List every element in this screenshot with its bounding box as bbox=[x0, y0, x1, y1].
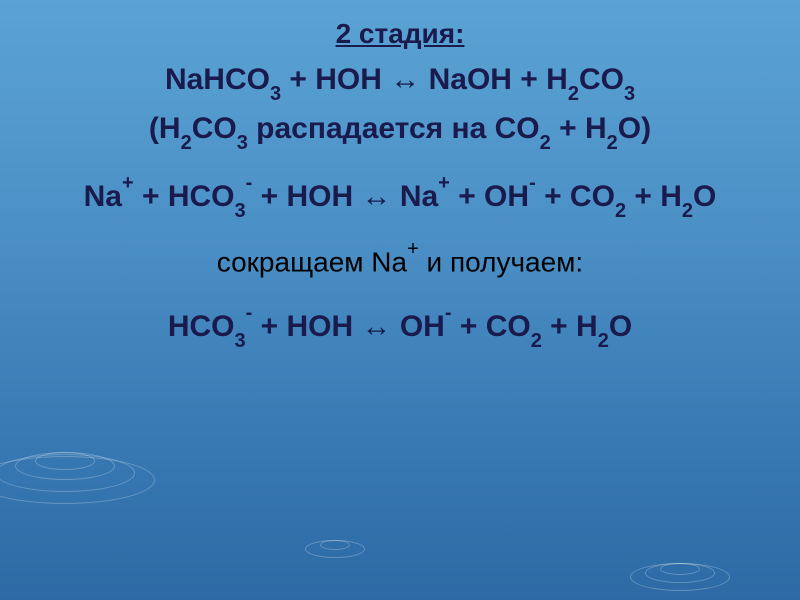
eq1b-sub3: 2 bbox=[540, 132, 551, 154]
eq1-sub1: 3 bbox=[270, 83, 281, 105]
eq3-text1: HCO bbox=[168, 310, 235, 343]
equation-3: HCO3- + HOH ↔ OH- + CO2 + H2O bbox=[30, 306, 770, 350]
eq2-sup3: + bbox=[438, 172, 450, 194]
eq3-sub1: 3 bbox=[235, 330, 246, 352]
eq2-sub2: 2 bbox=[615, 200, 626, 222]
eq2-text1: Na bbox=[84, 180, 122, 213]
eq1b-sub4: 2 bbox=[607, 132, 618, 154]
eq2-text5: + CO bbox=[536, 180, 615, 213]
eq3-sup2: - bbox=[445, 302, 452, 324]
eq1b-text5: O) bbox=[618, 112, 651, 145]
eq2-sup2: - bbox=[246, 172, 253, 194]
comment-text1: сокращаем Na bbox=[217, 246, 407, 277]
water-ripple-icon bbox=[630, 563, 730, 591]
eq2-sup1: + bbox=[122, 172, 134, 194]
eq3-text4: + H bbox=[542, 310, 598, 343]
eq1-text2: + HOH ↔ NaOH + H bbox=[281, 63, 568, 96]
eq1-sub2: 2 bbox=[568, 83, 579, 105]
comment-line: сокращаем Na+ и получаем: bbox=[30, 244, 770, 278]
eq2-text6: + H bbox=[626, 180, 682, 213]
eq2-sub1: 3 bbox=[235, 200, 246, 222]
water-ripple-icon bbox=[0, 456, 155, 504]
eq3-text2: + HOH ↔ OH bbox=[252, 310, 445, 343]
eq1b-text2: CO bbox=[192, 112, 237, 145]
eq2-sub3: 2 bbox=[682, 200, 693, 222]
stage-title: 2 стадия: bbox=[30, 18, 770, 50]
eq3-text5: O bbox=[609, 310, 632, 343]
eq1-text: NaHCO bbox=[165, 63, 270, 96]
eq3-sub3: 2 bbox=[598, 330, 609, 352]
eq3-text3: + CO bbox=[452, 310, 531, 343]
eq2-text3: + HOH ↔ Na bbox=[252, 180, 438, 213]
equation-1: NaHCO3 + HOH ↔ NaOH + H2CO3 bbox=[30, 60, 770, 103]
equation-1b: (H2CO3 распадается на CO2 + H2O) bbox=[30, 109, 770, 152]
eq1b-text3: распадается на CO bbox=[248, 112, 540, 145]
equation-2: Na+ + HCO3- + HOH ↔ Na+ + OH- + CO2 + H2… bbox=[30, 176, 770, 220]
eq2-text4: + OH bbox=[450, 180, 529, 213]
eq2-text7: O bbox=[693, 180, 716, 213]
water-ripple-icon bbox=[305, 540, 365, 558]
eq2-sup4: - bbox=[529, 172, 536, 194]
eq2-text2: + HCO bbox=[134, 180, 235, 213]
eq1b-sub2: 3 bbox=[237, 132, 248, 154]
eq3-sup1: - bbox=[246, 302, 253, 324]
eq1b-sub1: 2 bbox=[181, 132, 192, 154]
eq1b-text4: + H bbox=[551, 112, 607, 145]
eq1-text3: CO bbox=[579, 63, 624, 96]
comment-sup: + bbox=[407, 238, 419, 260]
eq3-sub2: 2 bbox=[531, 330, 542, 352]
eq1b-text: (H bbox=[149, 112, 181, 145]
eq1-sub3: 3 bbox=[624, 83, 635, 105]
comment-text2: и получаем: bbox=[419, 246, 583, 277]
